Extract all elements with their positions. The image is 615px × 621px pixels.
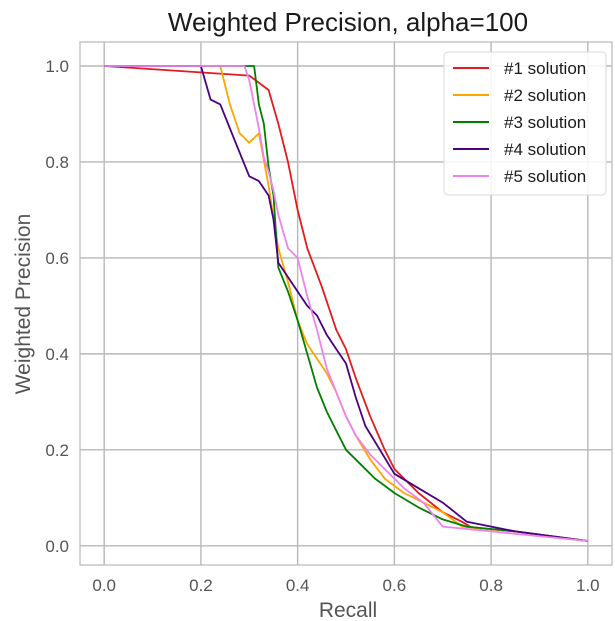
x-tick-label: 0.8	[479, 576, 503, 595]
x-tick-label: 0.0	[92, 576, 116, 595]
legend-label-1: #1 solution	[504, 59, 586, 78]
y-tick-label: 0.0	[45, 537, 69, 556]
series-line-5	[104, 65, 588, 542]
y-tick-label: 1.0	[45, 57, 69, 76]
legend-label-2: #2 solution	[504, 86, 586, 105]
x-tick-label: 0.2	[189, 576, 213, 595]
series-line-1	[104, 65, 588, 542]
x-axis-label: Recall	[319, 599, 377, 621]
series-line-2	[104, 65, 588, 542]
y-tick-label: 0.8	[45, 153, 69, 172]
y-tick-label: 0.2	[45, 441, 69, 460]
y-axis-label: Weighted Precision	[12, 214, 35, 395]
series-line-3	[104, 65, 588, 542]
series-line-4	[104, 65, 588, 542]
plot-area	[79, 41, 613, 566]
y-tick-label: 0.4	[45, 345, 69, 364]
x-tick-label: 1.0	[576, 576, 600, 595]
legend-label-5: #5 solution	[504, 167, 586, 186]
legend: #1 solution #2 solution #3 solution #4 solu…	[443, 51, 607, 196]
chart-title: Weighted Precision, alpha=100	[168, 7, 528, 37]
legend-label-3: #3 solution	[504, 113, 586, 132]
x-tick-label: 0.4	[286, 576, 310, 595]
legend-box	[443, 51, 607, 196]
series-lines	[104, 65, 588, 542]
x-tick-label: 0.6	[383, 576, 407, 595]
legend-label-4: #4 solution	[504, 140, 586, 159]
axis-ticks: 0.0 0.2 0.4 0.6 0.8 1.0 0.0 0.2 0.4 0.6 0.8 1.0	[45, 57, 599, 595]
y-tick-label: 0.6	[45, 249, 69, 268]
